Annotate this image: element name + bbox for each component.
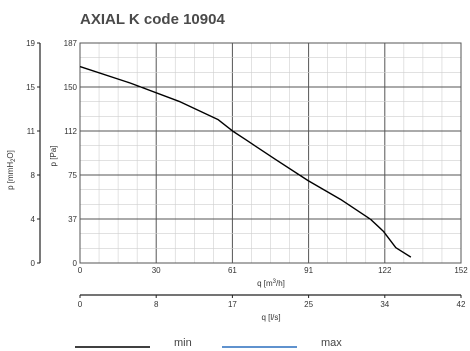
x-axis-secondary-tick-label: 17 bbox=[228, 300, 237, 309]
x-axis-secondary: 0 8 17 25 34 42 bbox=[78, 294, 466, 309]
y-axis-secondary-tick-label: 19 bbox=[26, 39, 35, 48]
series-layer bbox=[79, 65, 412, 258]
x-axis-secondary-label: q [l/s] bbox=[261, 313, 280, 322]
y-axis-primary-tick-label: 37 bbox=[68, 215, 77, 224]
legend: min max bbox=[75, 337, 342, 349]
grid bbox=[80, 43, 461, 263]
x-axis-primary-tick-label: 30 bbox=[152, 266, 161, 275]
x-axis-secondary-tick-label: 34 bbox=[380, 300, 389, 309]
y-axis-secondary: 0 4 8 11 15 19 bbox=[26, 39, 41, 268]
legend-label: max bbox=[321, 337, 342, 349]
y-axis-primary-tick-label: 0 bbox=[73, 259, 78, 268]
series-line bbox=[79, 65, 412, 258]
x-axis-secondary-tick-label: 8 bbox=[154, 300, 159, 309]
y-axis-secondary-tick-label: 8 bbox=[31, 171, 36, 180]
x-axis-secondary-tick-label: 0 bbox=[78, 300, 83, 309]
y-axis-primary-label: p [Pa] bbox=[49, 146, 58, 167]
y-axis-primary-tick-label: 75 bbox=[68, 171, 77, 180]
y-axis-secondary-tick-label: 4 bbox=[31, 215, 36, 224]
y-axis-secondary-tick-label: 15 bbox=[26, 83, 35, 92]
plot-frame bbox=[79, 42, 462, 264]
y-axis-primary-tick-label: 150 bbox=[64, 83, 78, 92]
x-axis-primary: 0 30 61 91 122 152 bbox=[78, 266, 468, 275]
y-axis-primary-tick-label: 187 bbox=[64, 39, 78, 48]
chart-title: AXIAL K code 10904 bbox=[80, 11, 225, 28]
y-axis-primary-tick-label: 112 bbox=[64, 127, 77, 136]
y-axis-secondary-tick-label: 0 bbox=[31, 259, 36, 268]
x-axis-primary-label: q [m3/h] bbox=[257, 279, 285, 288]
y-axis-secondary-label: p [mmH2O] bbox=[6, 150, 17, 190]
x-axis-secondary-tick-label: 42 bbox=[457, 300, 466, 309]
legend-label: min bbox=[174, 337, 192, 349]
x-axis-primary-tick-label: 122 bbox=[378, 266, 392, 275]
x-axis-secondary-tick-label: 25 bbox=[304, 300, 313, 309]
y-axis-primary: 0 37 75 112 150 187 bbox=[64, 39, 78, 268]
x-axis-primary-tick-label: 152 bbox=[454, 266, 468, 275]
x-axis-primary-tick-label: 91 bbox=[304, 266, 313, 275]
y-axis-secondary-tick-label: 11 bbox=[27, 127, 36, 136]
x-axis-primary-tick-label: 61 bbox=[228, 266, 237, 275]
x-axis-primary-tick-label: 0 bbox=[78, 266, 83, 275]
